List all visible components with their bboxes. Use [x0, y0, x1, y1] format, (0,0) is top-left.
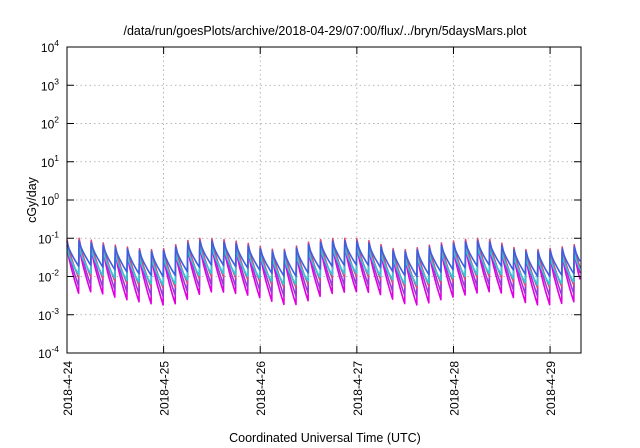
- y-tick-label: 10-3: [38, 306, 59, 323]
- y-axis: 10-4 10-3 10-2 10-1 100 101 102 103 104: [38, 38, 581, 361]
- y-tick-label: 102: [41, 115, 59, 132]
- x-tick-label: 2018-4-26: [254, 361, 268, 416]
- chart-title: /data/run/goesPlots/archive/2018-04-29/0…: [123, 24, 527, 38]
- series-line-4: [66, 245, 581, 286]
- y-tick-label: 10-1: [38, 229, 59, 246]
- y-tick-label: 101: [41, 153, 59, 170]
- y-tick-label: 10-4: [38, 344, 59, 361]
- x-tick-label: 2018-4-27: [351, 361, 365, 416]
- x-tick-label: 2018-4-24: [61, 361, 75, 416]
- grid: [67, 47, 581, 353]
- x-axis: 2018-4-24 2018-4-25 2018-4-26 2018-4-27 2018…: [61, 47, 558, 416]
- x-axis-label: Coordinated Universal Time (UTC): [229, 431, 421, 445]
- y-tick-label: 103: [41, 76, 59, 93]
- x-tick-label: 2018-4-25: [158, 361, 172, 416]
- x-tick-label: 2018-4-29: [544, 361, 558, 416]
- x-tick-label: 2018-4-28: [447, 361, 461, 416]
- series-line-5: [66, 240, 581, 278]
- y-tick-label: 104: [41, 38, 59, 55]
- y-tick-label: 100: [41, 191, 59, 208]
- y-tick-label: 10-2: [38, 268, 59, 285]
- y-axis-label: cGy/day: [25, 176, 39, 223]
- series-group: [66, 237, 581, 306]
